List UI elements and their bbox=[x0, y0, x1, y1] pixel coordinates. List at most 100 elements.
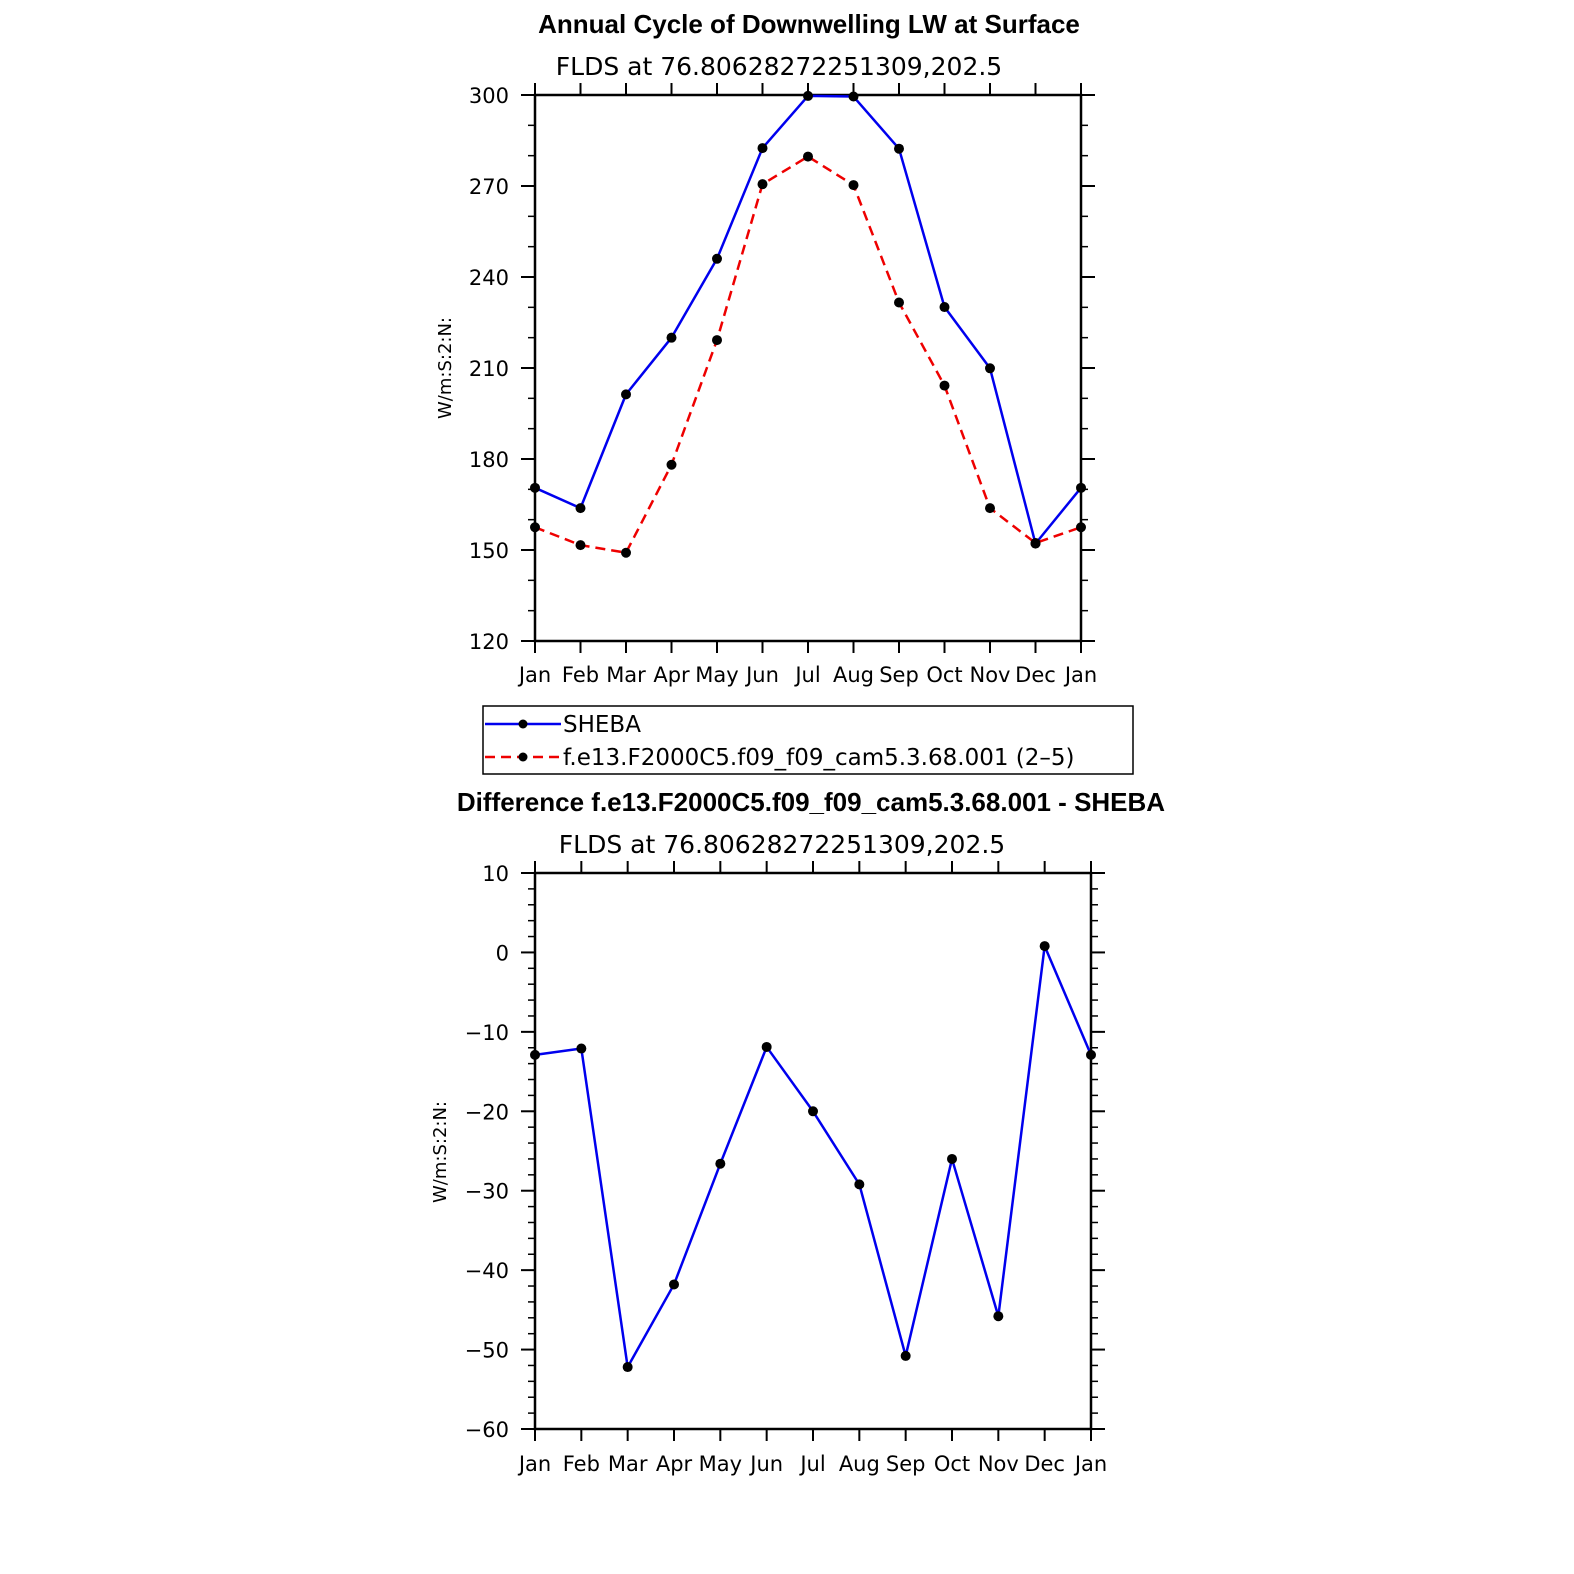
data-point bbox=[712, 335, 722, 346]
y-tick-label: −60 bbox=[465, 1418, 509, 1442]
data-point bbox=[622, 1362, 633, 1373]
y-tick-label: −50 bbox=[465, 1339, 509, 1363]
y-tick-label: −30 bbox=[465, 1180, 509, 1204]
series-line-0 bbox=[534, 944, 1093, 1369]
x-tick-label: Dec bbox=[1024, 1452, 1065, 1476]
chart-subtitle: FLDS at 76.80628272251309,202.5 bbox=[556, 52, 1002, 81]
y-tick-label: 270 bbox=[469, 175, 509, 199]
y-tick-label: −40 bbox=[465, 1259, 509, 1283]
x-tick-label: Apr bbox=[656, 1452, 693, 1476]
data-point bbox=[761, 1041, 772, 1052]
data-point bbox=[985, 503, 995, 514]
series-line-0 bbox=[534, 94, 1082, 545]
y-tick-label: 240 bbox=[469, 266, 509, 290]
x-tick-label: Aug bbox=[839, 1452, 880, 1476]
x-tick-label: Mar bbox=[606, 663, 646, 687]
y-tick-label: 180 bbox=[469, 448, 509, 472]
x-tick-label: Feb bbox=[562, 663, 599, 687]
x-tick-label: Jul bbox=[793, 663, 820, 687]
y-tick-label: −20 bbox=[465, 1100, 509, 1124]
x-tick-label: May bbox=[695, 663, 738, 687]
chart-title: Annual Cycle of Downwelling LW at Surfac… bbox=[538, 9, 1080, 39]
x-tick-label: Aug bbox=[833, 663, 874, 687]
x-tick-label: Nov bbox=[970, 663, 1011, 687]
x-tick-label: Sep bbox=[886, 1452, 926, 1476]
data-point bbox=[985, 363, 995, 374]
x-tick-label: Jun bbox=[748, 1452, 783, 1476]
x-tick-label: Oct bbox=[934, 1452, 970, 1476]
y-axis-label: W/m:S:2:N: bbox=[435, 317, 456, 419]
plot-axes: 120 150 180 210 240 270 300 Jan Feb Mar Apr May Jun J… bbox=[469, 83, 1097, 687]
data-point bbox=[575, 540, 586, 551]
x-tick-label: Jun bbox=[744, 663, 779, 687]
legend-marker-model bbox=[518, 752, 528, 762]
data-point bbox=[848, 91, 859, 102]
y-tick-label: 0 bbox=[496, 941, 509, 965]
x-tick-label: May bbox=[699, 1452, 742, 1476]
plot-frame bbox=[533, 93, 1083, 643]
data-point bbox=[575, 503, 586, 514]
x-tick-label: Jan bbox=[517, 663, 551, 687]
y-tick-label: −10 bbox=[465, 1021, 509, 1045]
x-tick-label: Dec bbox=[1015, 663, 1056, 687]
legend-label-sheba: SHEBA bbox=[563, 712, 641, 738]
data-point bbox=[848, 180, 859, 191]
series-line-1 bbox=[534, 155, 1082, 554]
x-tick-label: Jan bbox=[1073, 1452, 1107, 1476]
data-point bbox=[1076, 482, 1086, 493]
data-point bbox=[621, 547, 631, 558]
y-tick-label: 150 bbox=[469, 539, 509, 563]
y-tick-label: 300 bbox=[469, 84, 509, 108]
data-point bbox=[939, 302, 950, 313]
legend-box bbox=[482, 705, 1134, 775]
data-point bbox=[669, 1279, 679, 1290]
chart-subtitle: FLDS at 76.80628272251309,202.5 bbox=[559, 830, 1005, 859]
x-tick-label: Jul bbox=[798, 1452, 825, 1476]
y-tick-label: 210 bbox=[469, 357, 509, 381]
x-tick-label: Oct bbox=[926, 663, 962, 687]
data-point bbox=[530, 482, 540, 493]
data-point bbox=[1030, 538, 1041, 549]
data-point bbox=[621, 389, 631, 400]
data-point bbox=[894, 297, 904, 308]
data-point bbox=[854, 1179, 865, 1190]
data-point bbox=[808, 1106, 818, 1117]
data-point bbox=[757, 179, 768, 190]
x-tick-label: Feb bbox=[563, 1452, 600, 1476]
x-tick-label: Apr bbox=[653, 663, 690, 687]
data-point bbox=[715, 1158, 726, 1169]
legend: SHEBA f.e13.F2000C5.f09_f09_cam5.3.68.00… bbox=[482, 705, 1134, 775]
y-tick-label: 120 bbox=[469, 630, 509, 654]
legend-marker-sheba bbox=[518, 719, 528, 729]
y-tick-label: 10 bbox=[482, 862, 509, 886]
x-tick-label: Sep bbox=[879, 663, 919, 687]
data-point bbox=[900, 1350, 911, 1361]
plot-axes: −60 −50 −40 −30 −20 −10 0 10 Jan Feb Mar Apr May Jun J… bbox=[465, 861, 1107, 1476]
data-point bbox=[1076, 522, 1086, 533]
data-point bbox=[1039, 941, 1050, 952]
data-point bbox=[530, 522, 540, 533]
data-point bbox=[894, 143, 904, 154]
data-point bbox=[947, 1153, 957, 1164]
x-tick-label: Mar bbox=[608, 1452, 648, 1476]
data-point bbox=[1086, 1049, 1096, 1060]
data-point bbox=[939, 380, 950, 391]
plot-frame bbox=[533, 871, 1093, 1431]
x-tick-label: Nov bbox=[978, 1452, 1019, 1476]
plot-marks bbox=[530, 941, 1096, 1373]
plot-marks bbox=[530, 90, 1086, 558]
data-point bbox=[530, 1049, 540, 1060]
data-point bbox=[803, 151, 813, 162]
data-point bbox=[576, 1043, 587, 1054]
x-tick-label: Jan bbox=[1063, 663, 1097, 687]
data-point bbox=[757, 143, 768, 154]
y-axis-label: W/m:S:2:N: bbox=[430, 1101, 451, 1203]
data-point bbox=[712, 253, 722, 264]
chart-title: Difference f.e13.F2000C5.f09_f09_cam5.3.… bbox=[457, 787, 1165, 817]
legend-label-model: f.e13.F2000C5.f09_f09_cam5.3.68.001 (2–5… bbox=[563, 745, 1075, 771]
x-tick-label: Jan bbox=[517, 1452, 551, 1476]
annual-cycle-panel: Annual Cycle of Downwelling LW at Surfac… bbox=[435, 9, 1097, 687]
data-point bbox=[666, 332, 677, 343]
difference-panel: Difference f.e13.F2000C5.f09_f09_cam5.3.… bbox=[430, 787, 1165, 1476]
